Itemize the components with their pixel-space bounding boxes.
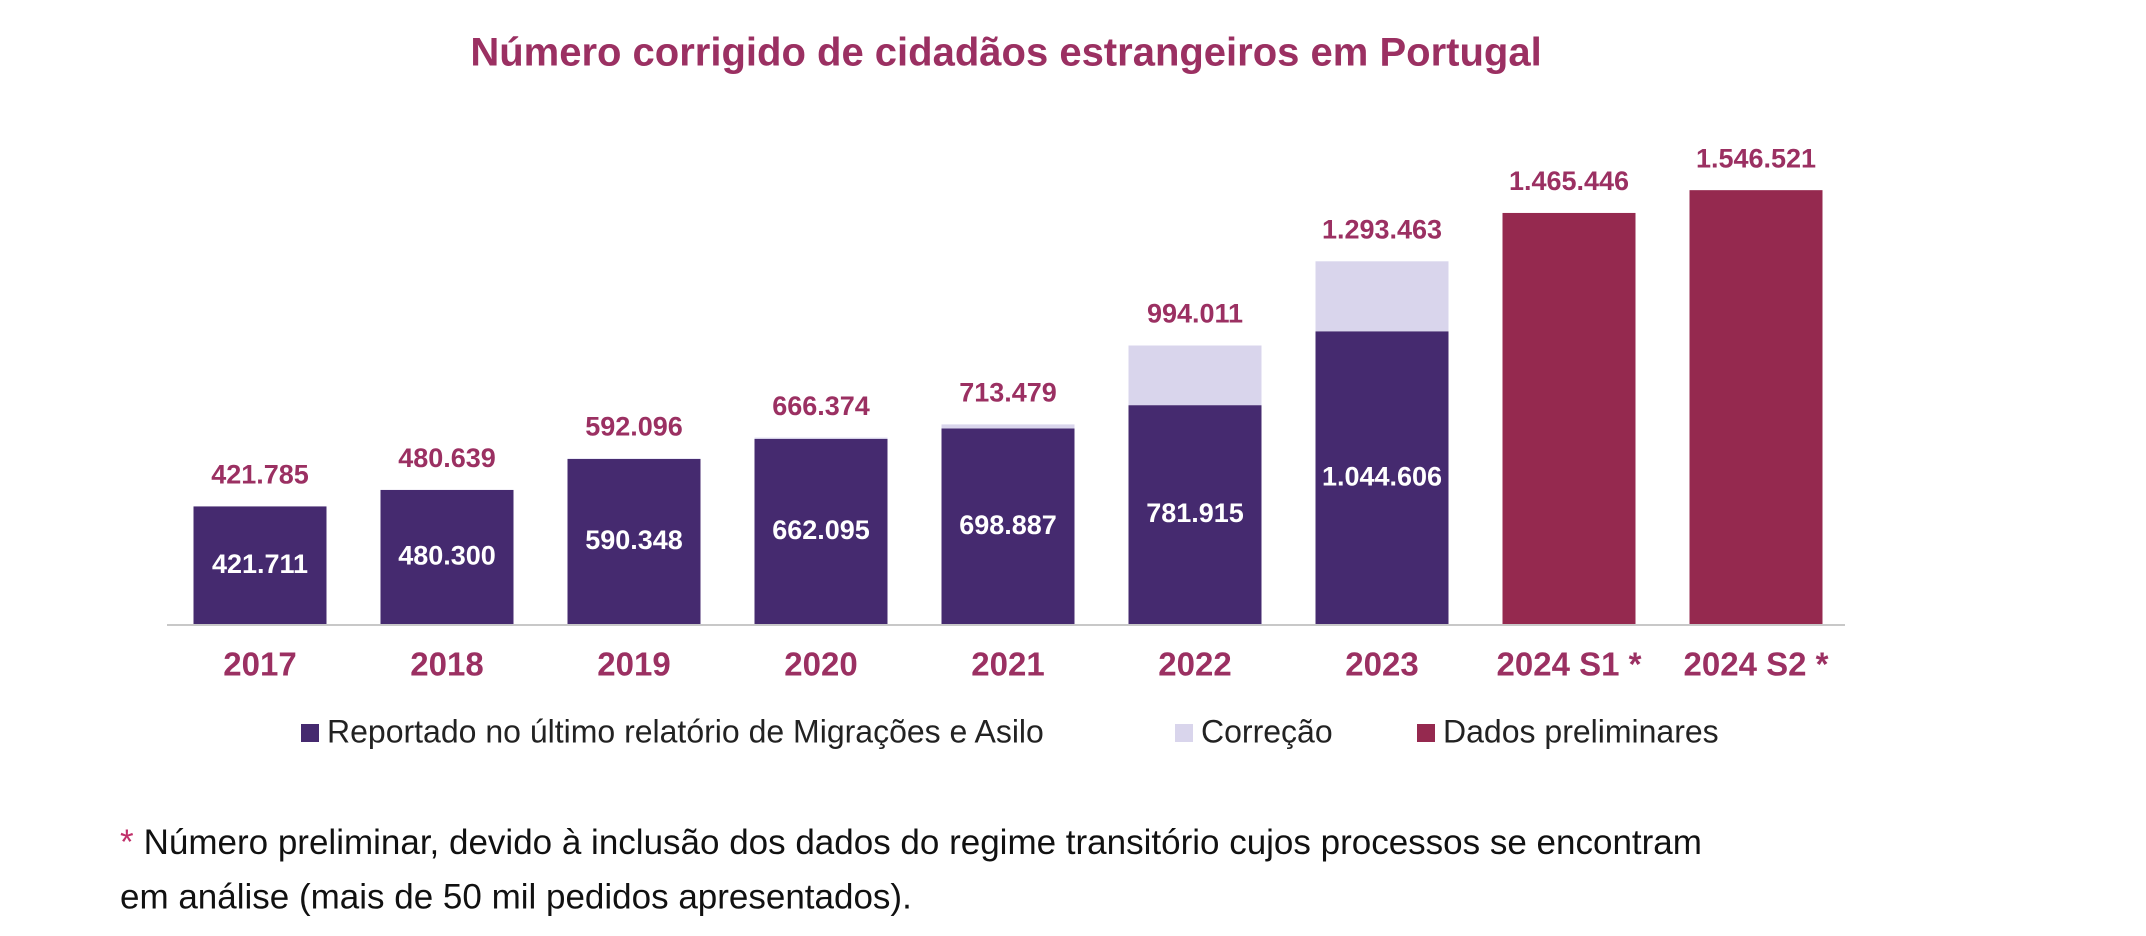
- x-tick-label: 2017: [223, 646, 296, 683]
- value-label: 480.300: [398, 541, 496, 571]
- total-label: 421.785: [211, 460, 309, 490]
- total-label: 994.011: [1147, 299, 1243, 329]
- x-tick-label: 2023: [1345, 646, 1418, 683]
- value-label: 421.711: [212, 549, 308, 579]
- legend-swatch: [1175, 724, 1193, 742]
- legend-label: Dados preliminares: [1443, 713, 1719, 749]
- value-label: 590.348: [585, 525, 683, 555]
- x-tick-label: 2024 S2 *: [1684, 646, 1829, 683]
- footnote-marker: *: [120, 823, 134, 862]
- value-label: 662.095: [772, 515, 870, 545]
- legend-label: Correção: [1201, 713, 1333, 749]
- x-tick-label: 2024 S1 *: [1497, 646, 1642, 683]
- x-tick-label: 2021: [971, 646, 1044, 683]
- legend-label: Reportado no último relatório de Migraçõ…: [327, 713, 1044, 749]
- bar-segment: [941, 428, 1075, 625]
- value-label: 1.044.606: [1322, 461, 1442, 491]
- legend-swatch: [1417, 724, 1435, 742]
- bar-segment: [1128, 345, 1262, 406]
- total-label: 1.293.463: [1322, 214, 1442, 244]
- total-label: 1.546.521: [1696, 143, 1816, 173]
- legend-swatch: [301, 724, 319, 742]
- x-tick-label: 2020: [784, 646, 857, 683]
- bar-segment: [1689, 190, 1823, 626]
- x-tick-label: 2018: [410, 646, 483, 683]
- total-label: 666.374: [772, 391, 870, 421]
- bar-segment: [567, 459, 701, 625]
- x-tick-label: 2019: [597, 646, 670, 683]
- bar-segment: [941, 424, 1075, 429]
- bar-segment: [754, 438, 888, 625]
- footnote-line: * Número preliminar, devido à inclusão do…: [120, 823, 1702, 862]
- bar-segment: [754, 437, 888, 439]
- x-tick-label: 2022: [1158, 646, 1231, 683]
- bar-segment: [1315, 331, 1449, 625]
- total-label: 713.479: [959, 378, 1057, 408]
- bar-segment: [193, 506, 327, 625]
- total-label: 1.465.446: [1509, 166, 1629, 196]
- bar-segment: [1502, 212, 1636, 626]
- bar-segment: [1128, 405, 1262, 625]
- bar-segment: [380, 489, 514, 625]
- footnote-line: em análise (mais de 50 mil pedidos apres…: [120, 877, 912, 916]
- value-label: 781.915: [1146, 498, 1244, 528]
- total-label: 480.639: [398, 443, 496, 473]
- footnote-text: Número preliminar, devido à inclusão dos…: [144, 823, 1702, 862]
- value-label: 698.887: [959, 510, 1057, 540]
- chart-title: Número corrigido de cidadãos estrangeiro…: [470, 31, 1541, 75]
- bar-segment: [1315, 261, 1449, 332]
- total-label: 592.096: [585, 412, 683, 442]
